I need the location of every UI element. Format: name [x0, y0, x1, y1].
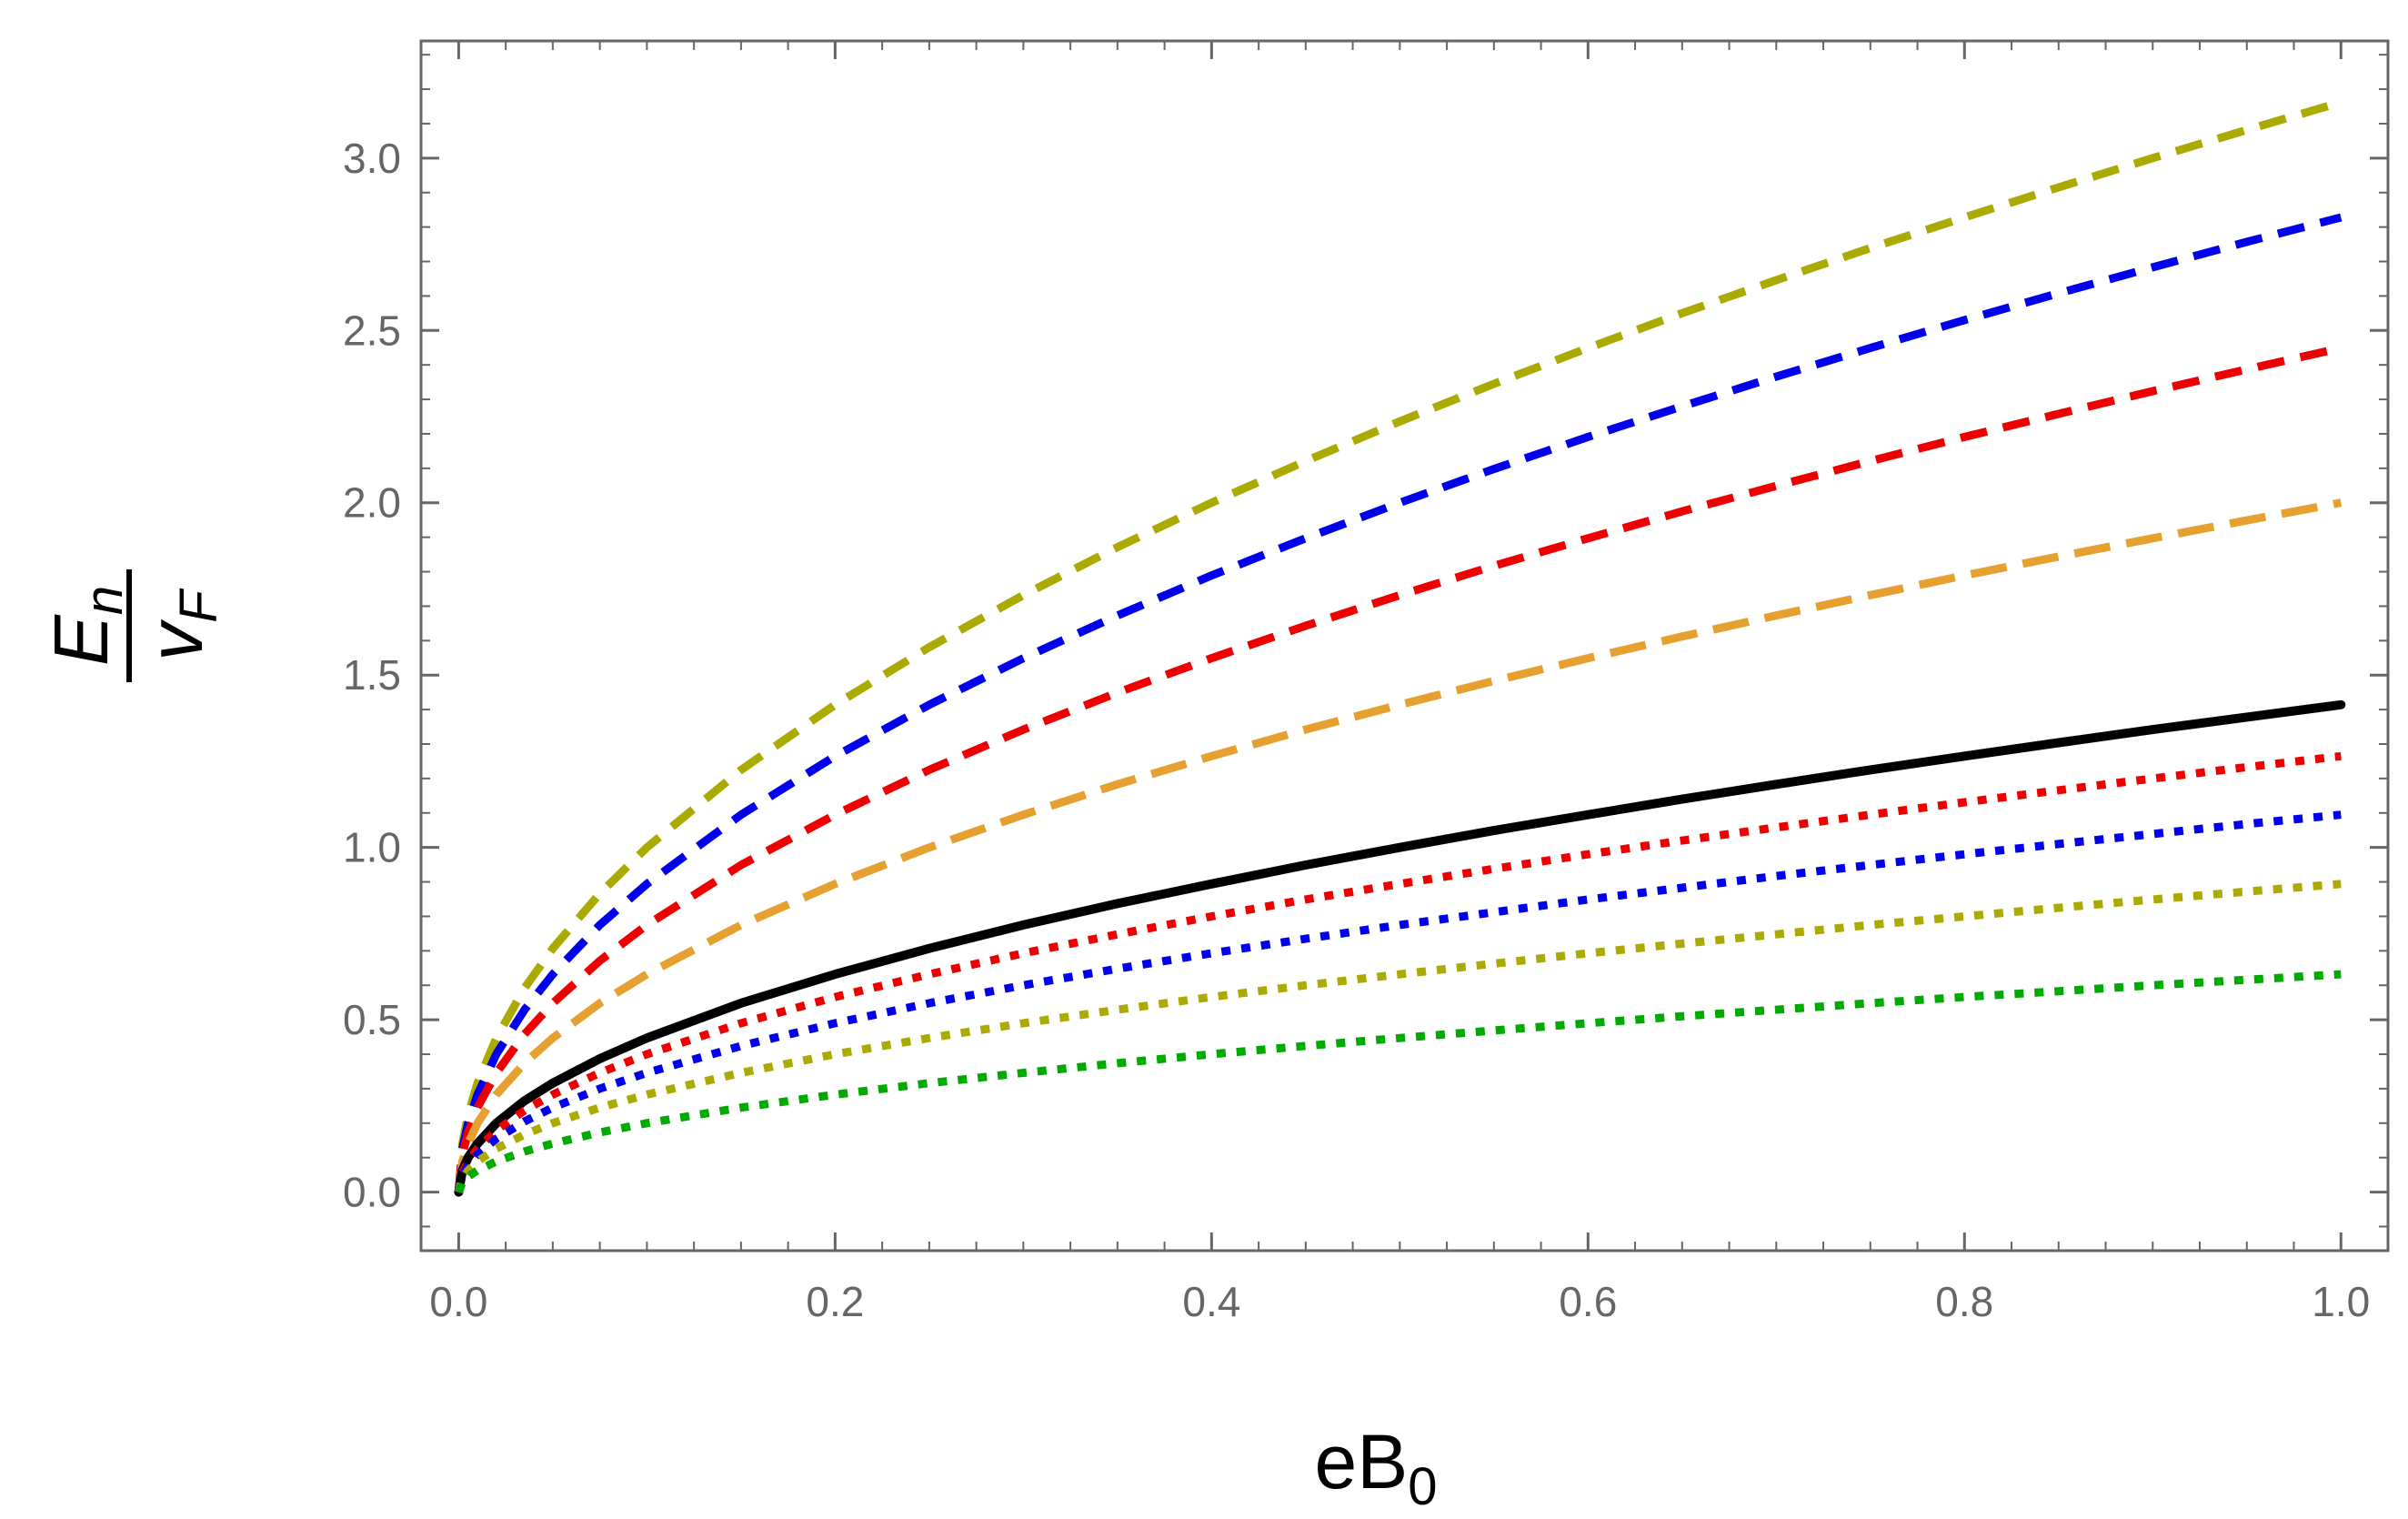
y-tick-label: 1.0: [343, 824, 401, 871]
x-tick-label: 0.4: [1182, 1278, 1240, 1325]
y-axis-title-numerator-subscript: n: [75, 586, 134, 615]
y-tick-label: 3.0: [343, 135, 401, 182]
series-layer: [454, 98, 2346, 1197]
x-tick-label: 0.0: [429, 1278, 487, 1325]
major-ticks: [421, 41, 2388, 1251]
series-line-5: [454, 699, 2346, 1197]
x-tick-label: 0.6: [1559, 1278, 1617, 1325]
x-tick-label: 0.8: [1935, 1278, 1993, 1325]
tick-labels: 0.0 0.2 0.4 0.6 0.8 1.0 0.0 0.5 1.0 1.5 2.0 2.5 3.0: [343, 135, 2370, 1325]
x-axis-title-base: eB: [1314, 1419, 1408, 1504]
y-tick-label: 1.5: [343, 651, 401, 699]
minor-ticks: [421, 41, 2388, 1251]
series-line-2: [454, 213, 2343, 1192]
series-line-6: [454, 751, 2342, 1193]
x-axis-title: eB0: [1314, 1419, 1437, 1516]
y-tick-label: 0.0: [343, 1169, 401, 1216]
y-tick-label: 0.5: [343, 996, 401, 1043]
y-tick-label: 2.5: [343, 307, 401, 354]
x-tick-label: 1.0: [2312, 1278, 2370, 1325]
series-line-9: [455, 970, 2342, 1194]
y-axis-title-numerator: En: [38, 586, 134, 666]
y-axis-title-numerator-base: E: [38, 614, 124, 666]
x-axis-title-subscript: 0: [1408, 1457, 1437, 1516]
y-axis-title-denominator-base: v: [133, 619, 218, 661]
series-line-3: [454, 344, 2343, 1193]
y-axis-title: En vF: [38, 569, 228, 682]
x-tick-label: 0.2: [806, 1278, 864, 1325]
y-axis-title-denominator-subscript: F: [169, 588, 228, 623]
series-line-1: [454, 98, 2343, 1192]
y-axis-title-denominator: vF: [133, 588, 228, 661]
plot-frame: [419, 39, 2390, 1252]
y-tick-label: 2.0: [343, 479, 401, 527]
series-line-4: [454, 498, 2343, 1193]
